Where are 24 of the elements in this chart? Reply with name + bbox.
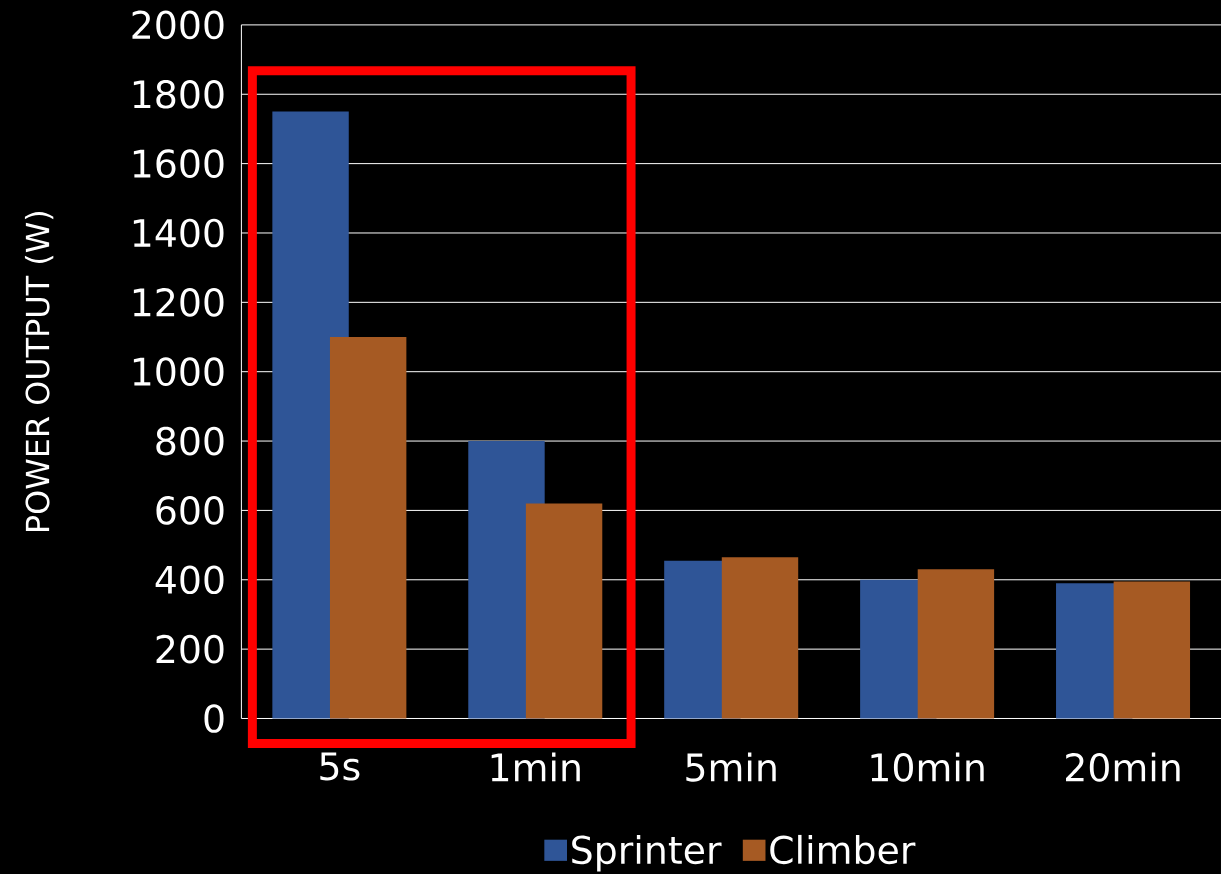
bar: [1113, 581, 1191, 719]
y-tick-label: 400: [155, 565, 224, 595]
y-tick-label: 0: [204, 704, 224, 733]
x-tick-label: 5s: [320, 752, 360, 781]
y-tick-label: 800: [156, 426, 224, 456]
y-tick-label: 600: [156, 496, 224, 525]
bar: [525, 503, 603, 719]
x-tick-label: 20min: [1066, 752, 1180, 782]
legend-label: Sprinter: [572, 834, 722, 872]
bar: [721, 557, 799, 719]
y-tick-label: 1000: [133, 357, 224, 387]
y-tick-label: 200: [156, 634, 224, 664]
x-tick-label: 5min: [686, 752, 776, 782]
bar: [917, 569, 995, 719]
legend-label: Climber: [770, 834, 916, 865]
y-axis-title: POWER OUTPUT (W): [24, 212, 54, 531]
y-tick-label: 2000: [132, 10, 224, 40]
bar: [329, 337, 407, 719]
y-tick-label: 1600: [133, 149, 224, 178]
x-tick-label: 1min: [491, 752, 580, 782]
x-tick-label: 10min: [871, 752, 984, 782]
y-tick-label: 1800: [133, 79, 224, 109]
y-tick-label: 1200: [133, 288, 224, 317]
y-tick-label: 1400: [133, 218, 224, 248]
